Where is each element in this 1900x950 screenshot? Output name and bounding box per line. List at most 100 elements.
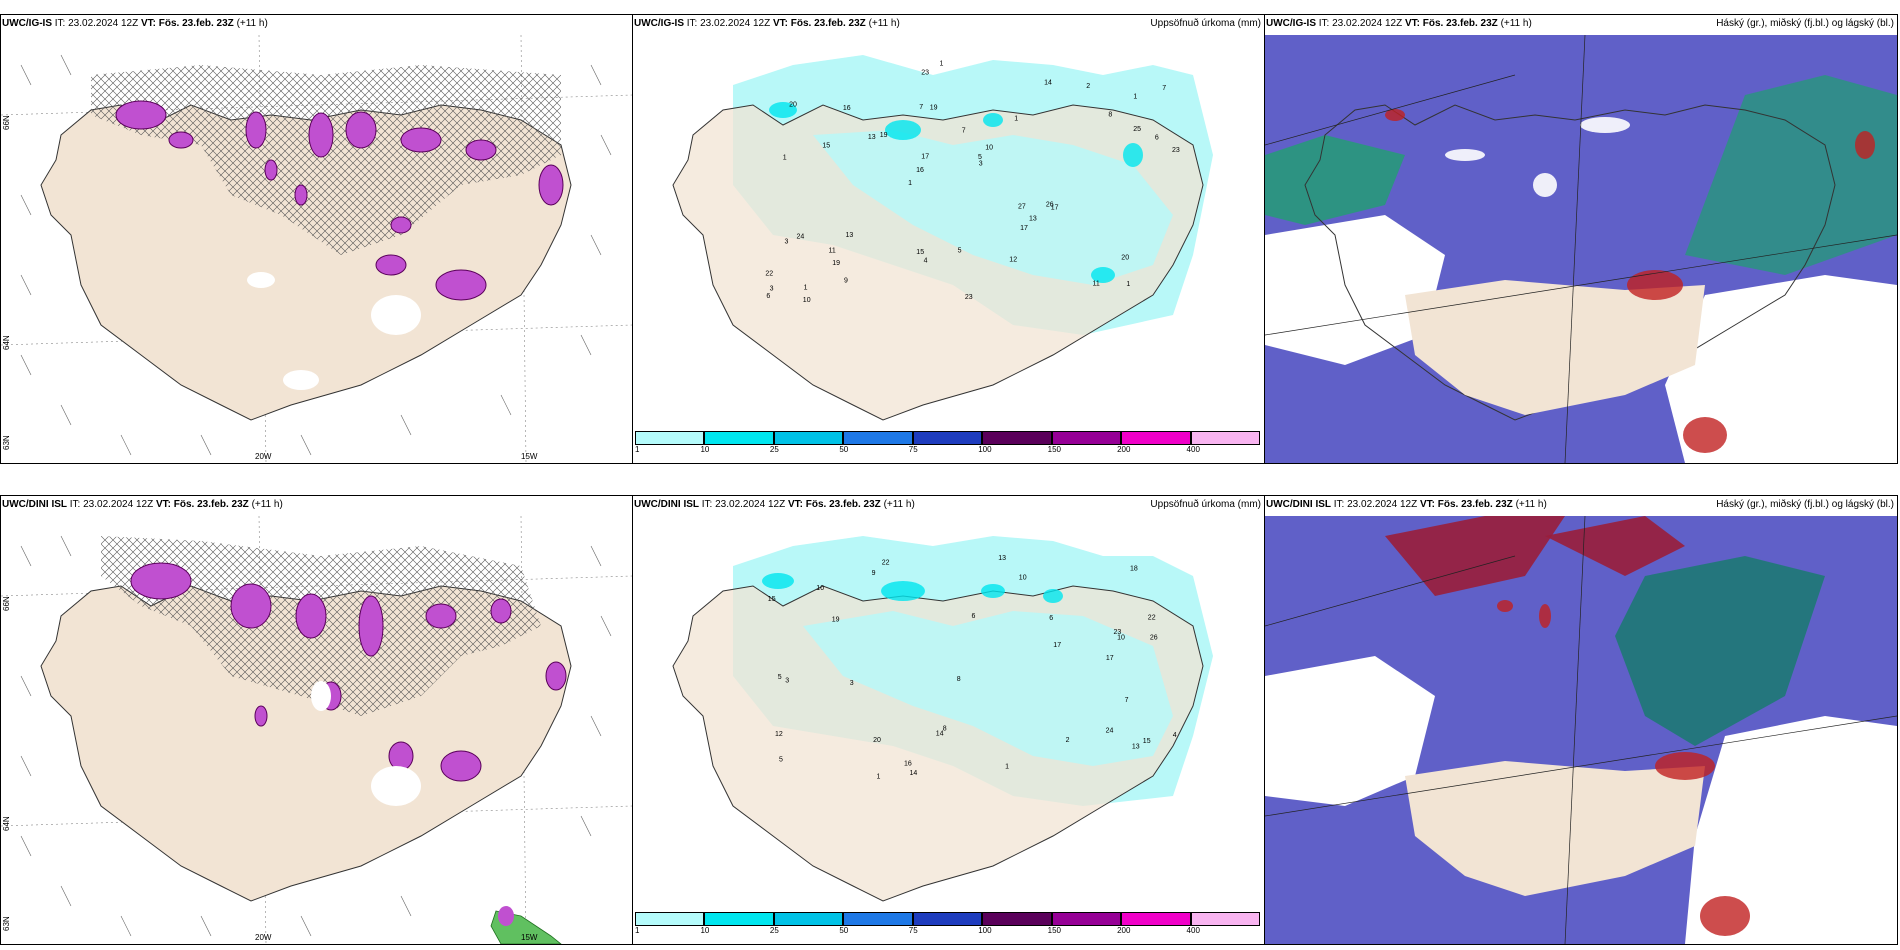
precip-value-label: 7 [919, 104, 923, 111]
precip-value-label: 13 [1132, 744, 1140, 751]
colorbar-swatch [1051, 431, 1122, 445]
colorbar-tick-label: 1 [635, 445, 640, 454]
precip-map-panel-bottom: UWC/DINI ISL IT: 23.02.2024 12Z VT: Fös.… [632, 495, 1265, 945]
precip-value-label: 13 [998, 555, 1006, 562]
precip-colorbar: 1 10 25 50 75 100 150 200 400 [633, 431, 1264, 454]
precip-value-label: 20 [789, 102, 797, 109]
precip-value-label: 17 [921, 153, 929, 160]
precip-value-label: 17 [1051, 205, 1059, 212]
precip-value-label: 15 [822, 143, 830, 150]
precip-value-label: 4 [924, 257, 928, 264]
precip-value-label: 8 [957, 676, 961, 683]
cloud-map-panel-top: UWC/IG-IS IT: 23.02.2024 12Z VT: Fös. 23… [1264, 14, 1898, 464]
lat-label-66: 66N [2, 596, 11, 611]
precip-value-label: 17 [1053, 642, 1061, 649]
precip-value-label: 2 [1066, 737, 1070, 744]
precip-value-label: 19 [930, 105, 938, 112]
precip-value-label: 22 [765, 270, 773, 277]
precip-value-label: 14 [936, 730, 944, 737]
wind-panel-title: UWC/DINI ISL IT: 23.02.2024 12Z VT: Fös.… [2, 499, 283, 510]
wind-map-panel-top: UWC/IG-IS IT: 23.02.2024 12Z VT: Fös. 23… [0, 14, 633, 464]
colorbar-swatch [982, 912, 1052, 926]
colorbar-swatch [982, 431, 1052, 445]
precip-value-label: 9 [844, 278, 848, 285]
precip-value-label: 16 [916, 167, 924, 174]
colorbar-tick-label: 400 [1186, 926, 1200, 935]
precip-value-label: 10 [816, 585, 824, 592]
colorbar-swatch [1121, 431, 1191, 445]
lon-label-15w: 15W [521, 452, 538, 461]
colorbar-tick-label: 400 [1186, 445, 1200, 454]
colorbar-tick-label: 150 [1047, 926, 1062, 935]
wind-snow-map: 66N 64N 63N 20W 15W [1, 35, 632, 463]
colorbar-tick-label: 75 [908, 445, 918, 454]
precip-value-label: 19 [832, 260, 840, 267]
precip-value-label: 7 [1125, 697, 1129, 704]
precip-value-label: 22 [882, 560, 890, 567]
wind-panel-title: UWC/IG-IS IT: 23.02.2024 12Z VT: Fös. 23… [2, 18, 268, 29]
precip-value-label: 3 [850, 680, 854, 687]
precip-value-label: 25 [1133, 126, 1141, 133]
precip-value-label: 8 [1108, 112, 1112, 119]
colorbar-tick-label: 200 [1117, 926, 1131, 935]
precip-value-label: 22 [1148, 615, 1156, 622]
precip-value-label: 18 [1130, 566, 1138, 573]
colorbar-swatch [1190, 912, 1260, 926]
colorbar-swatch [773, 431, 844, 445]
lat-label-63: 63N [2, 435, 11, 450]
precip-value-label: 23 [921, 70, 929, 77]
precip-value-label: 1 [1005, 764, 1009, 771]
precip-value-label: 1 [908, 180, 912, 187]
precip-value-label: 24 [1106, 728, 1114, 735]
precip-value-label: 23 [965, 294, 973, 301]
precip-value-label: 1 [804, 285, 808, 292]
precip-value-label: 5 [779, 757, 783, 764]
lon-label-20w: 20W [255, 933, 272, 942]
precip-value-label: 1 [877, 773, 881, 780]
colorbar-tick-label: 100 [978, 445, 992, 454]
cloud-map [1265, 516, 1897, 944]
precip-colorbar: 1 10 25 50 75 100 150 200 400 [633, 912, 1264, 935]
precip-value-label: 10 [1019, 575, 1027, 582]
colorbar-swatch [704, 431, 774, 445]
precip-value-label: 4 [1173, 732, 1177, 739]
precip-value-label: 12 [775, 731, 783, 738]
colorbar-tick-label: 1 [635, 926, 640, 935]
precip-value-label: 14 [1044, 80, 1052, 87]
colorbar-tick-label: 10 [700, 445, 710, 454]
colorbar-tick-label: 200 [1117, 445, 1131, 454]
lat-label-66: 66N [2, 115, 11, 130]
precip-value-label: 3 [770, 286, 774, 293]
precip-value-label: 11 [829, 247, 836, 254]
cloud-map [1265, 35, 1897, 463]
colorbar-tick-label: 50 [839, 926, 849, 935]
lat-label-64: 64N [2, 335, 11, 350]
precip-value-label: 10 [1117, 635, 1125, 642]
lat-label-64: 64N [2, 816, 11, 831]
cloud-legend-title: Háský (gr.), miðský (fj.bl.) og lágský (… [1716, 499, 1894, 510]
colorbar-swatch [912, 431, 983, 445]
precip-value-label: 15 [1143, 738, 1151, 745]
colorbar-tick-label: 100 [978, 926, 992, 935]
precip-value-label: 17 [1020, 225, 1028, 232]
cloud-legend-title: Háský (gr.), miðský (fj.bl.) og lágský (… [1716, 18, 1894, 29]
precip-value-label: 1 [1133, 93, 1137, 100]
precip-value-label: 1 [940, 61, 944, 68]
colorbar-swatch [1190, 431, 1260, 445]
precip-value-label: 5 [778, 674, 782, 681]
precip-value-label: 5 [958, 247, 962, 254]
lon-label-15w: 15W [521, 933, 538, 942]
wind-snow-map: 66N 64N 63N 20W 15W [1, 516, 632, 944]
cloud-panel-title: UWC/IG-IS IT: 23.02.2024 12Z VT: Fös. 23… [1266, 18, 1532, 29]
colorbar-swatch [773, 912, 844, 926]
precip-value-label: 3 [785, 678, 789, 685]
colorbar-swatch [635, 431, 705, 445]
precip-value-label: 24 [797, 234, 805, 241]
precip-value-label: 6 [766, 293, 770, 300]
precip-value-label: 6 [972, 613, 976, 620]
precip-value-label: 10 [803, 297, 811, 304]
precip-value-label: 1 [783, 155, 787, 162]
precip-value-label: 9 [872, 570, 876, 577]
colorbar-swatch [704, 912, 774, 926]
